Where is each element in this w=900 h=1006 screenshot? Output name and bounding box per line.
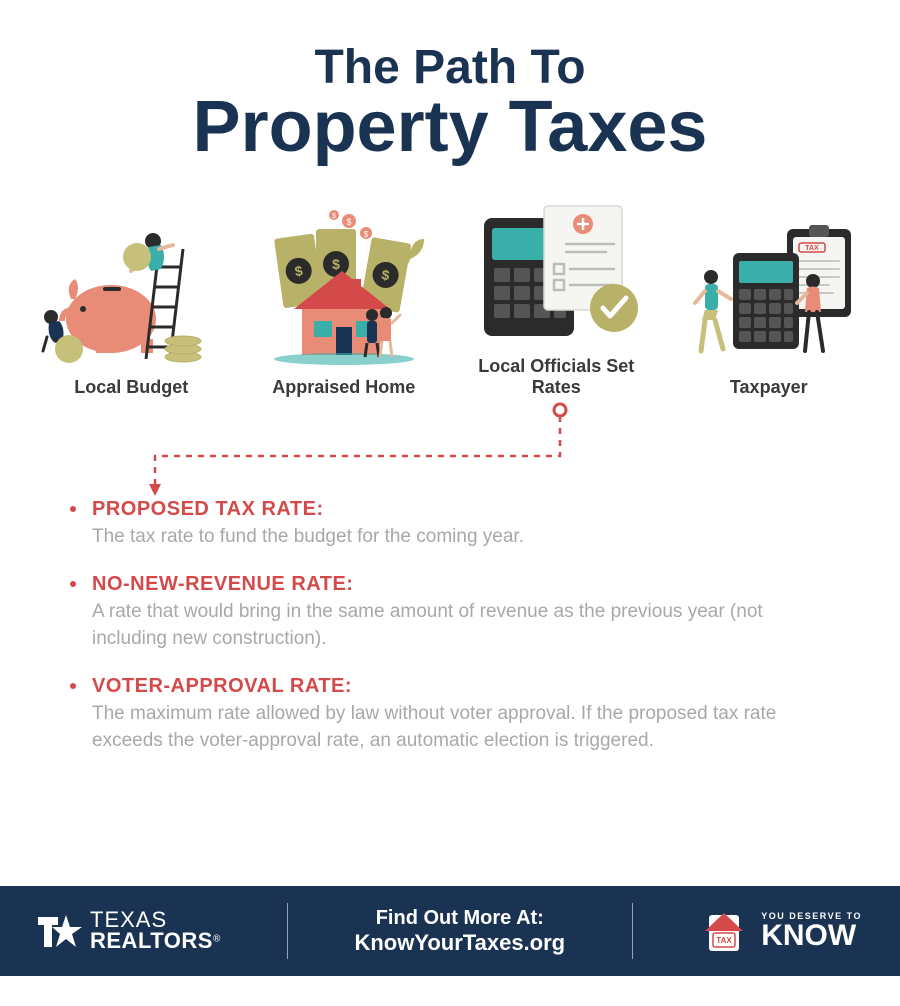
registered-mark: ® — [213, 934, 220, 945]
officials-rates-icon — [466, 188, 646, 348]
step-local-budget: Local Budget — [30, 209, 233, 398]
definition-title: PROPOSED TAX RATE: — [92, 498, 830, 521]
bullet-icon — [70, 683, 76, 689]
footer-brand-left: TEXAS REALTORS® — [38, 909, 220, 953]
footer-bar: TEXAS REALTORS® Find Out More At: KnowYo… — [0, 886, 900, 976]
appraised-home-icon: $ $ $ $ $ $ — [254, 209, 434, 369]
taxpayer-icon: TAX — [679, 209, 859, 369]
definition-item: VOTER-APPROVAL RATE: The maximum rate al… — [70, 675, 830, 755]
footer-separator — [287, 903, 288, 959]
step-label: Local Officials Set Rates — [455, 356, 658, 398]
svg-text:$: $ — [332, 256, 340, 272]
path-icons-row: Local Budget $ $ $ — [0, 163, 900, 398]
cta-url: KnowYourTaxes.org — [354, 930, 565, 956]
step-appraised-home: $ $ $ $ $ $ — [243, 209, 446, 398]
footer-cta: Find Out More At: KnowYourTaxes.org — [354, 907, 565, 956]
definition-title: VOTER-APPROVAL RATE: — [92, 675, 830, 698]
step-label: Local Budget — [74, 377, 188, 398]
definitions-list: PROPOSED TAX RATE: The tax rate to fund … — [0, 498, 900, 817]
svg-text:$: $ — [346, 217, 351, 227]
connector-arrow — [0, 398, 900, 498]
definition-item: PROPOSED TAX RATE: The tax rate to fund … — [70, 498, 830, 551]
footer-brand-right: TAX YOU DESERVE TO KNOW — [699, 905, 862, 957]
definition-item: NO-NEW-REVENUE RATE: A rate that would b… — [70, 573, 830, 653]
step-taxpayer: TAX — [668, 209, 871, 398]
know-house-icon: TAX — [699, 905, 751, 957]
step-officials-rates: Local Officials Set Rates — [455, 188, 658, 398]
texas-realtors-logo-icon — [38, 909, 82, 953]
tax-badge-text: TAX — [717, 936, 733, 945]
definition-desc: The tax rate to fund the budget for the … — [92, 523, 830, 551]
cta-line1: Find Out More At: — [354, 907, 565, 930]
know-text: YOU DESERVE TO KNOW — [761, 912, 862, 951]
know-big: KNOW — [761, 921, 862, 951]
definition-title: NO-NEW-REVENUE RATE: — [92, 573, 830, 596]
svg-text:$: $ — [364, 230, 369, 239]
page-title: The Path To Property Taxes — [0, 0, 900, 163]
bullet-icon — [70, 506, 76, 512]
svg-text:TAX: TAX — [805, 245, 819, 252]
local-budget-icon — [41, 209, 221, 369]
brand-line2: REALTORS — [90, 928, 213, 953]
definition-desc: The maximum rate allowed by law without … — [92, 700, 830, 755]
title-line2: Property Taxes — [0, 91, 900, 163]
footer-separator — [632, 903, 633, 959]
definition-desc: A rate that would bring in the same amou… — [92, 598, 830, 653]
step-label: Appraised Home — [272, 377, 415, 398]
bullet-icon — [70, 581, 76, 587]
step-label: Taxpayer — [730, 377, 808, 398]
svg-text:$: $ — [332, 213, 336, 220]
texas-realtors-text: TEXAS REALTORS® — [90, 910, 220, 952]
